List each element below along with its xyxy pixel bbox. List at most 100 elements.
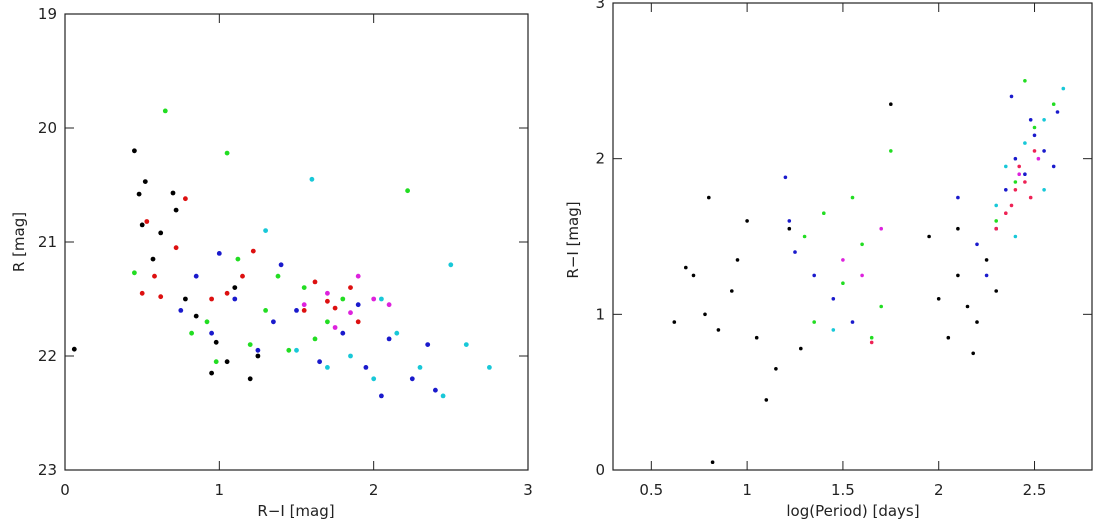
data-point: [822, 211, 826, 215]
data-point: [332, 325, 338, 330]
y-axis-label: R [mag]: [10, 212, 28, 272]
data-point: [417, 365, 423, 370]
data-point: [1042, 188, 1046, 192]
data-point: [183, 196, 188, 202]
data-point: [850, 320, 855, 324]
data-point: [812, 320, 816, 324]
data-point: [271, 319, 276, 325]
data-point: [1042, 149, 1046, 153]
data-point: [889, 102, 893, 106]
data-point: [348, 353, 353, 359]
data-point: [317, 359, 322, 365]
data-point: [1004, 164, 1008, 169]
data-point: [325, 319, 330, 325]
data-point: [783, 175, 788, 180]
data-point: [213, 339, 219, 345]
data-point: [1055, 110, 1060, 114]
data-point: [224, 150, 230, 156]
y-axis-label: R−I [mag]: [564, 201, 582, 278]
data-point: [1017, 172, 1021, 176]
data-point: [144, 219, 150, 224]
data-point: [774, 367, 778, 371]
x-tick-label: 2: [369, 481, 379, 499]
data-point: [286, 347, 292, 353]
data-point: [1013, 156, 1018, 161]
data-point: [850, 195, 855, 200]
data-point: [312, 279, 318, 285]
data-point: [965, 304, 970, 309]
data-point: [340, 330, 346, 336]
data-point: [340, 296, 346, 302]
data-point: [132, 148, 137, 154]
data-point: [1028, 195, 1033, 200]
y-tick-label: 23: [38, 461, 57, 479]
data-point: [745, 219, 749, 223]
data-point: [224, 359, 230, 365]
data-point: [247, 342, 253, 347]
data-point: [860, 242, 864, 247]
data-point: [294, 308, 299, 313]
x-tick-label: 1: [215, 481, 225, 499]
data-point: [764, 398, 769, 402]
y-tick-label: 19: [38, 5, 57, 23]
data-point: [158, 230, 164, 236]
data-point: [183, 296, 188, 302]
y-tick-label: 1: [595, 305, 605, 323]
data-point: [994, 219, 998, 223]
data-point: [754, 335, 759, 340]
data-point: [232, 296, 238, 302]
data-point: [1023, 180, 1027, 184]
data-point: [142, 179, 148, 185]
data-point: [325, 365, 330, 370]
y-tick-label: 3: [595, 0, 605, 12]
data-point: [379, 393, 384, 399]
data-point: [332, 305, 338, 311]
data-point: [301, 302, 307, 308]
data-point: [956, 226, 960, 231]
data-point: [994, 226, 998, 231]
data-point: [136, 191, 142, 197]
data-point: [263, 308, 268, 313]
data-point: [1013, 180, 1018, 184]
data-point: [684, 265, 688, 270]
data-point: [189, 330, 195, 336]
x-tick-label: 2: [934, 481, 944, 499]
data-point: [355, 302, 361, 308]
data-point: [1004, 211, 1008, 215]
data-point: [216, 251, 222, 256]
data-point: [263, 228, 268, 234]
data-point: [487, 365, 492, 370]
x-tick-label: 1: [742, 481, 752, 499]
y-tick-label: 21: [38, 233, 57, 251]
plot-frame: [612, 2, 1093, 471]
x-axis-label: R−I [mag]: [257, 502, 334, 520]
data-point: [1013, 188, 1018, 192]
data-point: [707, 195, 711, 200]
data-point: [355, 319, 361, 325]
data-point: [812, 273, 816, 278]
data-point: [1023, 79, 1027, 83]
y-tick-label: 22: [38, 347, 57, 365]
data-point: [956, 273, 960, 278]
data-point: [139, 290, 145, 296]
data-point: [463, 342, 469, 347]
data-point: [150, 256, 156, 262]
data-point: [936, 297, 941, 301]
data-point: [209, 330, 215, 336]
data-point: [672, 320, 677, 324]
x-tick-label: 0: [60, 481, 70, 499]
plot-frame: [64, 13, 529, 471]
data-point: [309, 176, 315, 182]
data-point: [348, 310, 353, 316]
data-point: [1032, 149, 1037, 153]
data-point: [860, 273, 864, 278]
data-point: [170, 190, 176, 196]
data-point: [971, 351, 975, 356]
data-point: [831, 328, 836, 332]
data-point: [209, 370, 215, 376]
data-point: [975, 242, 979, 247]
data-point: [716, 328, 721, 332]
data-point: [371, 296, 377, 302]
data-point: [841, 258, 845, 262]
data-point: [841, 281, 845, 286]
